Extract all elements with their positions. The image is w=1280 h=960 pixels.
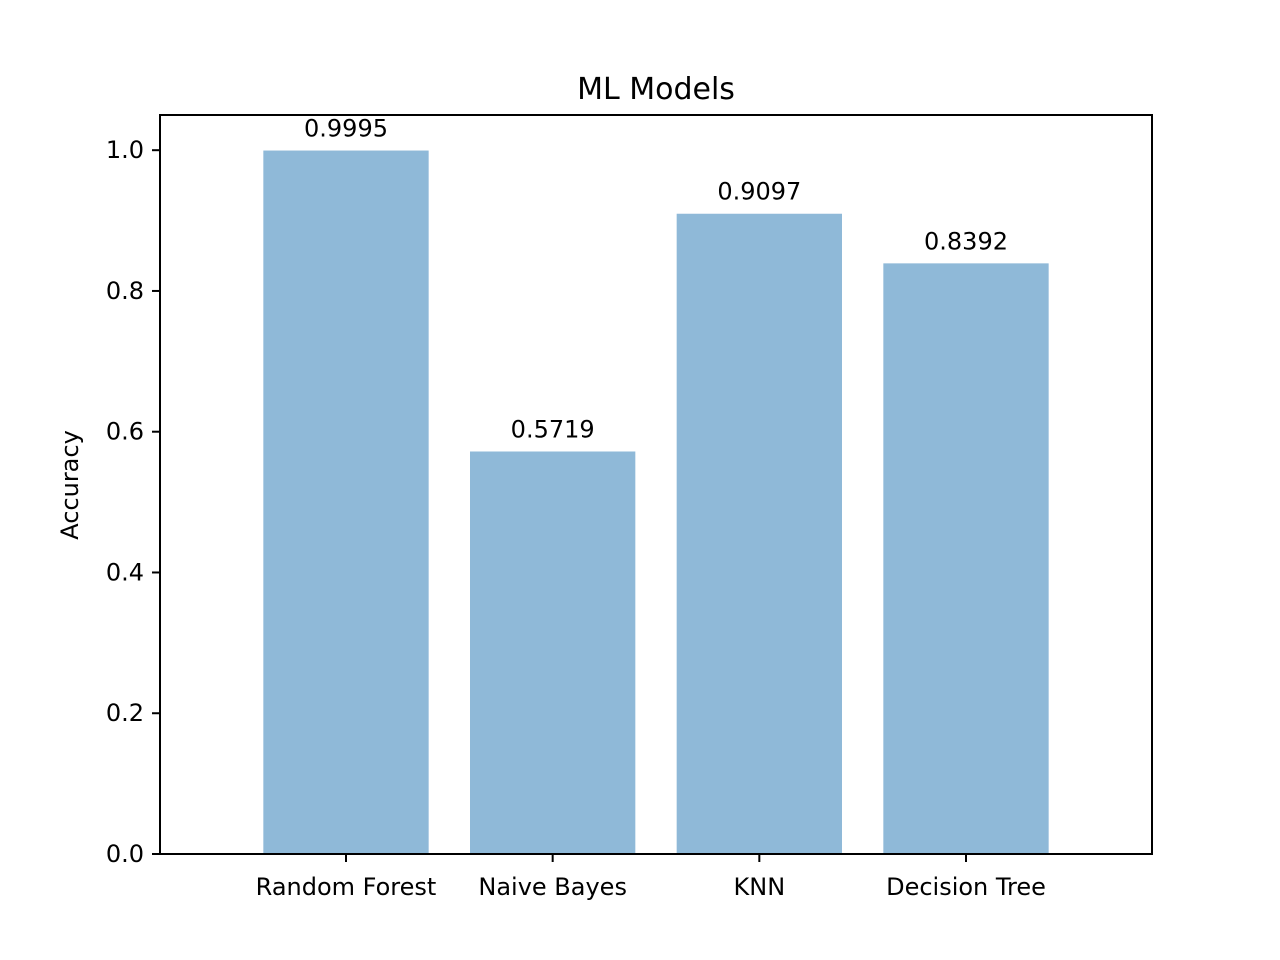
y-axis-label: Accuracy [56, 430, 84, 540]
bar-value-label-0: 0.9995 [304, 115, 388, 143]
bar-value-label-2: 0.9097 [717, 178, 801, 206]
y-tick-label-0: 0.0 [106, 840, 144, 868]
bar-2 [676, 213, 842, 855]
x-tick-label-3: Decision Tree [886, 873, 1046, 901]
x-tick-label-1: Naive Bayes [478, 873, 627, 901]
bar-3 [883, 263, 1049, 854]
x-tick-label-0: Random Forest [256, 873, 437, 901]
y-tick-label-1: 0.2 [106, 699, 144, 727]
x-tick-label-2: KNN [734, 873, 786, 901]
chart-title: ML Models [577, 72, 735, 107]
y-ticks-layer: 0.0 0.2 0.4 0.6 0.8 1.0 [106, 136, 160, 868]
bar-0 [263, 150, 429, 855]
bar-value-label-3: 0.8392 [924, 227, 1008, 255]
bar-1 [470, 451, 636, 854]
bars-layer [263, 150, 1049, 855]
y-tick-label-4: 0.8 [106, 277, 144, 305]
y-tick-label-3: 0.6 [106, 418, 144, 446]
bar-labels-layer: 0.9995 0.5719 0.9097 0.8392 [304, 115, 1008, 444]
y-tick-label-2: 0.4 [106, 558, 144, 586]
x-ticks-layer: Random Forest Naive Bayes KNN Decision Tree [256, 854, 1046, 901]
axes-frame [159, 114, 1153, 855]
y-tick-label-5: 1.0 [106, 136, 144, 164]
bar-value-label-1: 0.5719 [511, 415, 595, 443]
